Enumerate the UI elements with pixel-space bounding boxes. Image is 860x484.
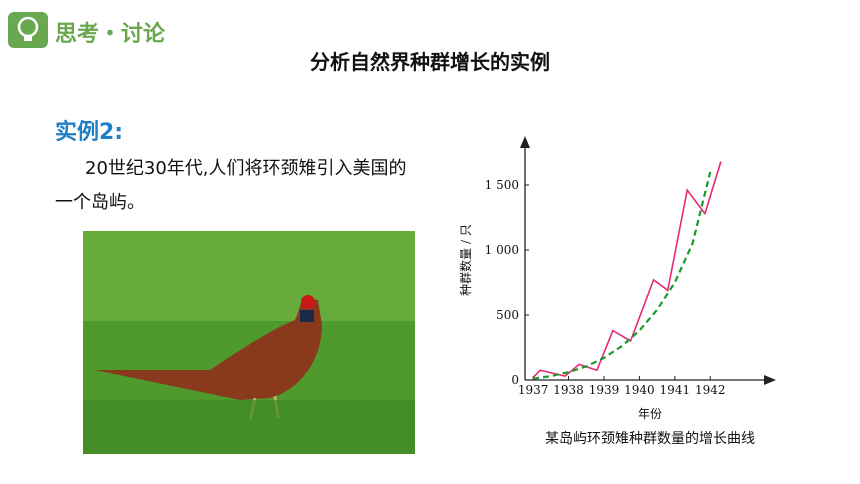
- y-tick-label: 1 500: [485, 178, 519, 192]
- y-tick-label: 500: [496, 308, 519, 322]
- x-axis-label: 年份: [638, 407, 662, 421]
- x-tick-label: 1941: [660, 383, 691, 397]
- x-tick-label: 1942: [695, 383, 726, 397]
- icon-bulb-base: [24, 36, 32, 41]
- icon: [8, 12, 48, 48]
- x-tick-label: 1938: [553, 383, 584, 397]
- section-tag: 思考・讨论: [55, 22, 166, 47]
- x-axis-arrow: [764, 375, 776, 385]
- photo: [83, 231, 415, 454]
- data-line: [532, 161, 722, 378]
- y-axis-label: 种群数量 / 只: [458, 224, 473, 296]
- example-text: 20世纪30年代,人们将环颈雉引入美国的一个岛屿。: [55, 158, 407, 213]
- x-tick-label: 1940: [624, 383, 655, 397]
- x-tick-label: 1939: [589, 383, 620, 397]
- chart: 种群数量 / 只 年份 某岛屿环颈雉种群数量的增长曲线 0 500 1 000 1 5…: [458, 136, 776, 447]
- y-tick-label: 0: [511, 373, 519, 387]
- x-tick-label: 1937: [518, 383, 549, 397]
- example-heading: 实例2:: [55, 120, 124, 145]
- data-line: [532, 171, 712, 380]
- slide-title: 分析自然界种群增长的实例: [310, 50, 550, 74]
- y-axis-arrow: [520, 136, 530, 148]
- chart-caption: 某岛屿环颈雉种群数量的增长曲线: [545, 431, 755, 447]
- y-tick-label: 1 000: [485, 243, 519, 257]
